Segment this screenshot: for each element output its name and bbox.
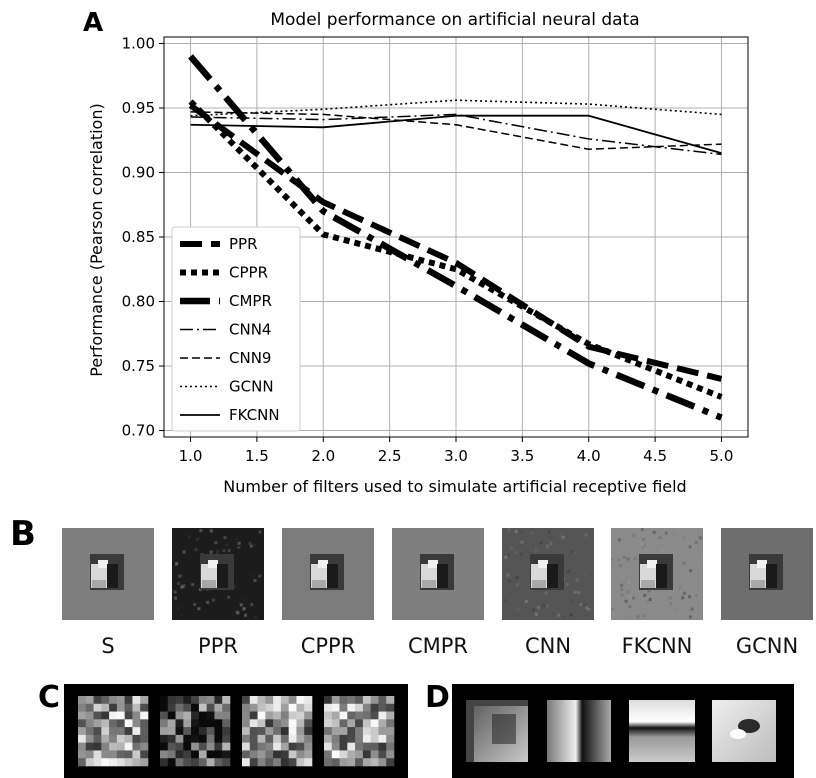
legend-label-gcnn: GCNN [229, 378, 274, 396]
x-tick-label: 1.0 [179, 447, 203, 465]
receptive-field-image-cnn [502, 528, 594, 620]
filter-strip-c [64, 684, 408, 778]
x-tick-label: 3.5 [510, 447, 534, 465]
x-tick-label: 2.5 [378, 447, 402, 465]
receptive-field-image-cmpr [392, 528, 484, 620]
y-tick-label: 0.80 [122, 293, 155, 311]
receptive-field-label-cnn: CNN [493, 634, 603, 658]
x-tick-label: 4.5 [643, 447, 667, 465]
receptive-field-image-ppr [172, 528, 264, 620]
legend-label-cppr: CPPR [229, 264, 268, 282]
legend-label-cnn4: CNN4 [229, 321, 271, 339]
receptive-field-label-gcnn: GCNN [712, 634, 816, 658]
learned-filter-3 [629, 700, 695, 762]
x-tick-label: 4.0 [577, 447, 601, 465]
receptive-field-image-cppr [282, 528, 374, 620]
y-tick-label: 0.70 [122, 422, 155, 440]
x-tick-label: 5.0 [710, 447, 734, 465]
y-tick-label: 1.00 [122, 34, 155, 52]
chart-title: Model performance on artificial neural d… [270, 10, 639, 30]
receptive-field-label-fkcnn: FKCNN [602, 634, 712, 658]
panel-letter-d: D [425, 680, 450, 715]
y-tick-label: 0.75 [122, 357, 155, 375]
y-tick-label: 0.90 [122, 163, 155, 181]
filter-strip-d [452, 684, 794, 778]
receptive-field-row: S PPR CPPR CMPR CNN FKCNN GCNN [0, 522, 816, 682]
legend-label-cnn9: CNN9 [229, 349, 271, 367]
noise-filter-4 [324, 696, 394, 766]
learned-filter-1 [466, 700, 528, 762]
receptive-field-label-cmpr: CMPR [383, 634, 493, 658]
receptive-field-label-s: S [53, 634, 163, 658]
y-tick-label: 0.85 [122, 228, 155, 246]
receptive-field-image-fkcnn [611, 528, 703, 620]
receptive-field-image-s [62, 528, 154, 620]
receptive-field-label-ppr: PPR [163, 634, 273, 658]
x-tick-label: 1.5 [245, 447, 269, 465]
x-tick-label: 3.0 [444, 447, 468, 465]
receptive-field-label-cppr: CPPR [273, 634, 383, 658]
y-tick-label: 0.95 [122, 99, 155, 117]
y-axis-label: Performance (Pearson correlation) [87, 103, 106, 376]
noise-filter-2 [160, 696, 230, 766]
legend-label-fkcnn: FKCNN [229, 406, 280, 424]
learned-filter-4 [712, 700, 776, 762]
performance-chart: 1.0 1.5 2.0 2.5 3.0 3.5 4.0 4.5 5.0 0.70 0.75 0.80 0… [0, 0, 816, 500]
legend-label-ppr: PPR [229, 235, 258, 253]
panel-letter-c: C [38, 680, 60, 715]
learned-filter-2 [547, 700, 611, 762]
noise-filter-1 [78, 696, 148, 766]
legend-label-cmpr: CMPR [229, 292, 272, 310]
chart-legend: PPR CPPR CMPR CNN4 CNN9 GCNN FKCNN [172, 227, 300, 431]
x-tick-label: 2.0 [311, 447, 335, 465]
receptive-field-image-gcnn [721, 528, 813, 620]
noise-filter-3 [242, 696, 312, 766]
x-axis-label: Number of filters used to simulate artif… [223, 477, 686, 496]
